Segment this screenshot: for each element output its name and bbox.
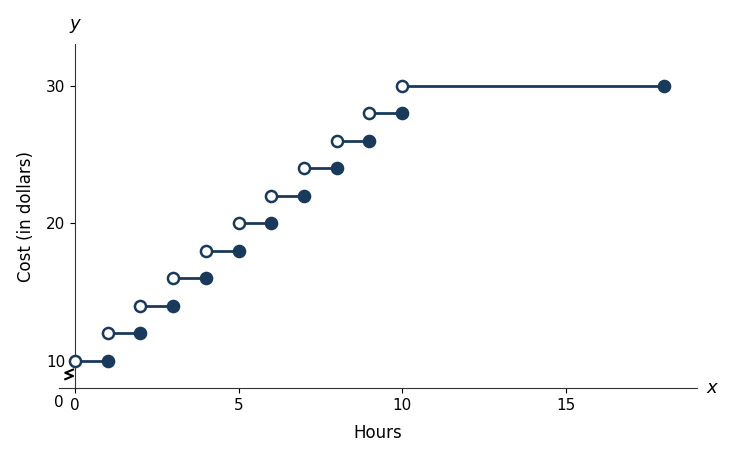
Text: 0: 0 — [54, 395, 64, 410]
Text: x: x — [706, 379, 717, 397]
Y-axis label: Cost (in dollars): Cost (in dollars) — [17, 151, 35, 282]
X-axis label: Hours: Hours — [353, 424, 402, 442]
Text: y: y — [69, 15, 80, 33]
